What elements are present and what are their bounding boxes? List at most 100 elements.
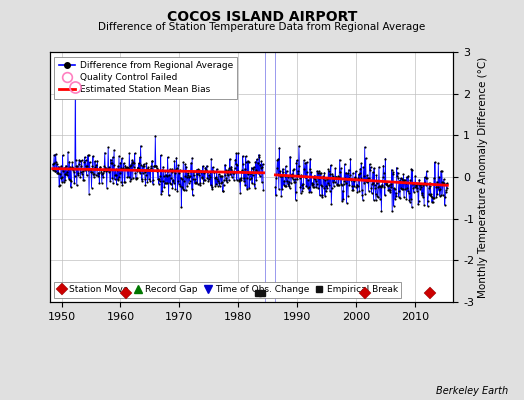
Point: [391, 196, 399, 202]
Point: [419, 194, 427, 200]
Point: [259, 186, 267, 193]
Point: [279, 166, 287, 172]
Point: [195, 168, 204, 175]
Point: [155, 176, 163, 182]
Point: [182, 163, 190, 170]
Point: [60, 179, 68, 185]
Point: [73, 163, 81, 170]
Point: [72, 163, 81, 169]
Point: [258, 179, 266, 186]
Point: [156, 173, 165, 179]
Point: [383, 182, 391, 188]
Point: [228, 170, 237, 176]
Point: [54, 170, 62, 176]
Point: [110, 162, 118, 168]
Point: [216, 173, 224, 179]
Point: [333, 182, 342, 188]
Point: [169, 178, 178, 184]
Point: [320, 170, 329, 176]
Point: [411, 172, 419, 179]
Point: [315, 168, 323, 174]
Point: [105, 164, 113, 170]
Point: [89, 171, 97, 178]
Point: [139, 170, 147, 176]
Point: [121, 179, 129, 186]
Point: [128, 175, 137, 181]
Point: [314, 174, 323, 181]
Point: [139, 161, 148, 168]
Point: [88, 163, 96, 170]
Point: [361, 190, 369, 197]
Point: [149, 180, 157, 187]
Point: [168, 166, 176, 172]
Point: [442, 187, 451, 193]
Point: [409, 184, 418, 191]
Point: [360, 180, 368, 186]
Point: [126, 178, 135, 185]
Point: [245, 176, 254, 182]
Point: [78, 157, 86, 164]
Point: [89, 153, 97, 159]
Point: [154, 166, 162, 173]
Point: [195, 167, 203, 173]
Point: [297, 172, 305, 178]
Point: [241, 182, 249, 188]
Point: [383, 179, 391, 186]
Point: [65, 158, 73, 165]
Point: [242, 159, 250, 166]
Point: [197, 168, 205, 174]
Point: [83, 152, 92, 158]
Point: [90, 174, 98, 180]
Point: [357, 175, 365, 181]
Point: [81, 167, 89, 173]
Point: [375, 183, 384, 190]
Point: [70, 169, 78, 175]
Point: [143, 160, 151, 166]
Point: [413, 181, 422, 187]
Point: [345, 174, 353, 181]
Point: [252, 177, 260, 184]
Point: [55, 183, 63, 190]
Point: [92, 162, 101, 168]
Point: [246, 170, 254, 176]
Point: [428, 194, 436, 201]
Point: [237, 168, 246, 175]
Point: [403, 188, 412, 194]
Point: [236, 176, 244, 182]
Point: [205, 176, 213, 182]
Point: [243, 186, 252, 192]
Point: [307, 169, 315, 176]
Point: [54, 163, 63, 170]
Point: [430, 175, 438, 181]
Point: [431, 159, 439, 165]
Point: [129, 164, 138, 170]
Point: [128, 157, 136, 163]
Point: [232, 161, 240, 168]
Point: [149, 176, 158, 183]
Point: [282, 182, 290, 189]
Point: [419, 180, 428, 187]
Point: [213, 182, 222, 189]
Point: [206, 182, 215, 188]
Point: [150, 163, 159, 170]
Point: [336, 168, 344, 175]
Point: [388, 171, 397, 177]
Point: [145, 176, 153, 182]
Point: [231, 165, 239, 172]
Point: [150, 163, 158, 170]
Point: [393, 173, 401, 179]
Point: [228, 168, 236, 174]
Point: [64, 149, 72, 155]
Point: [286, 153, 294, 160]
Point: [253, 156, 261, 162]
Point: [119, 160, 128, 166]
Point: [252, 167, 260, 174]
Point: [51, 168, 59, 174]
Point: [62, 171, 71, 178]
Point: [412, 182, 420, 188]
Point: [255, 154, 264, 161]
Point: [127, 161, 135, 168]
Point: [391, 190, 400, 196]
Point: [74, 160, 83, 167]
Point: [192, 166, 201, 173]
